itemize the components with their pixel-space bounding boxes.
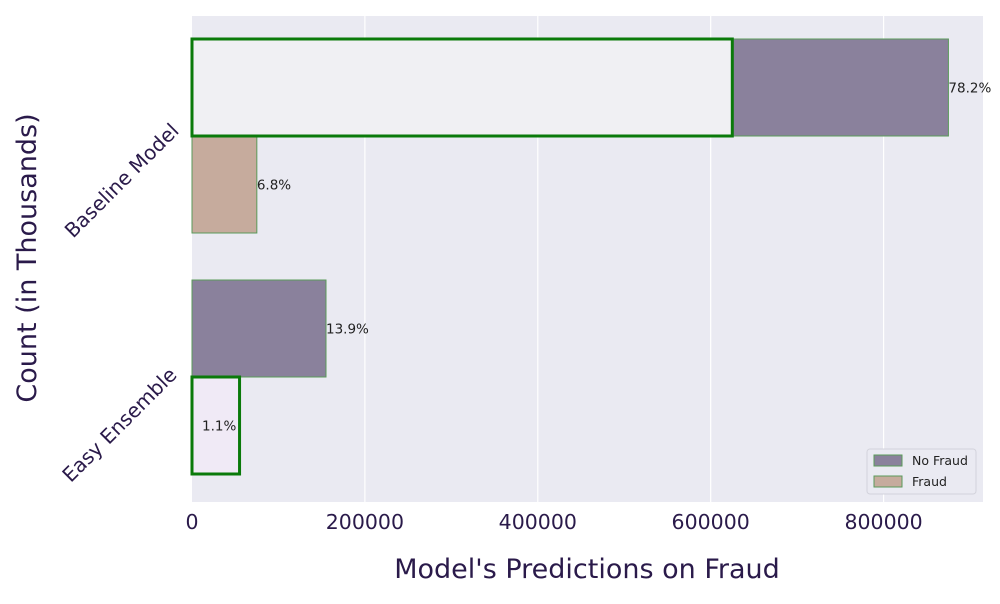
legend-swatch-fraud [873, 475, 903, 488]
y-tick-label-baseline-model: Baseline Model [60, 119, 184, 243]
highlight-bar-baseline-model [190, 37, 734, 138]
legend-label-fraud: Fraud [912, 474, 947, 489]
y-tick-labels: Baseline Model Easy Ensemble [57, 119, 183, 487]
highlight-bars [190, 37, 734, 476]
y-axis-label: Count (in Thousands) [12, 113, 43, 402]
highlight-bar-easy-ensemble [190, 375, 242, 476]
data-label-easy-ensemble-no-fraud: 13.9% [326, 322, 369, 338]
data-label-baseline-model-fraud: 6.8% [257, 178, 291, 194]
y-tick-label-easy-ensemble: Easy Ensemble [57, 363, 181, 487]
bar-baseline-model-fraud [191, 135, 258, 234]
x-tick-label-0: 0 [185, 510, 198, 534]
legend-label-no-fraud: No Fraud [912, 453, 968, 468]
legend-swatch-no-fraud [873, 454, 903, 467]
bar-labels: 78.2% 6.8% 13.9% 1.1% [202, 81, 991, 435]
bar-easy-ensemble-no-fraud [191, 279, 327, 378]
x-tick-label-400000: 400000 [499, 510, 577, 534]
x-axis-label: Model's Predictions on Fraud [394, 554, 780, 585]
x-tick-labels: 0 200000 400000 600000 800000 [185, 510, 922, 534]
x-tick-label-200000: 200000 [326, 510, 404, 534]
x-tick-label-600000: 600000 [672, 510, 750, 534]
x-tick-label-800000: 800000 [844, 510, 922, 534]
legend: No Fraud Fraud [866, 448, 977, 495]
data-label-easy-ensemble-fraud: 1.1% [202, 419, 236, 435]
data-label-baseline-model-no-fraud: 78.2% [948, 81, 991, 97]
